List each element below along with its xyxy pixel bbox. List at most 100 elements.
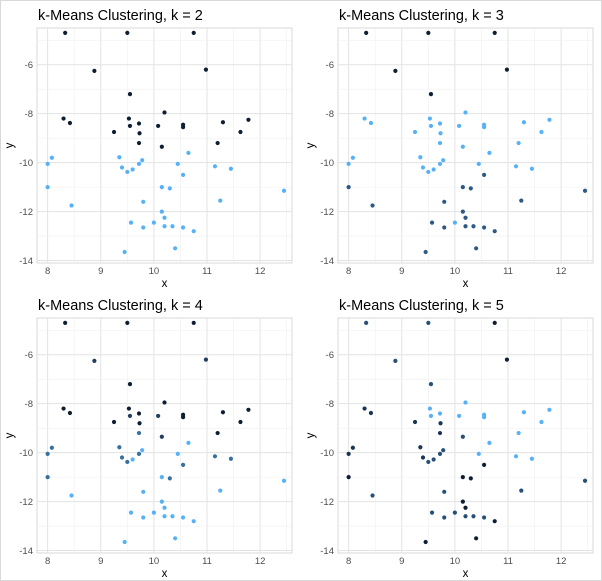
data-point-cluster-3 — [437, 161, 443, 166]
data-point-cluster-1 — [474, 536, 479, 541]
data-point-cluster-2 — [203, 357, 209, 362]
data-point-cluster-1 — [492, 30, 497, 35]
data-point-cluster-2 — [463, 224, 468, 229]
data-point-cluster-3 — [119, 455, 125, 460]
data-point-cluster-4 — [186, 440, 191, 445]
data-point-cluster-3 — [529, 166, 535, 171]
data-point-cluster-3 — [452, 510, 457, 515]
data-point-cluster-2 — [582, 188, 588, 193]
y-tick-label: -8 — [326, 399, 334, 410]
chart-title: k-Means Clustering, k = 2 — [38, 8, 203, 24]
data-point-cluster-1 — [63, 30, 68, 35]
data-point-cluster-3 — [393, 358, 398, 363]
data-point-cluster-2 — [45, 161, 50, 166]
data-point-cluster-3 — [426, 320, 431, 325]
data-point-cluster-1 — [246, 117, 251, 122]
data-point-cluster-3 — [441, 158, 446, 163]
data-point-cluster-2 — [418, 445, 423, 450]
panel-k4: k-Means Clustering, k = 4 8 9 10 11 12 -14 -12 -… — [1, 291, 302, 581]
data-point-cluster-4 — [175, 451, 180, 456]
x-tick-label: 8 — [45, 266, 50, 277]
data-point-cluster-3 — [487, 150, 492, 155]
data-point-cluster-2 — [92, 358, 97, 363]
data-point-cluster-3 — [521, 120, 527, 125]
x-axis-label: x — [162, 278, 168, 290]
data-point-cluster-2 — [460, 185, 465, 190]
data-point-cluster-4 — [128, 510, 134, 515]
data-point-cluster-2 — [438, 421, 443, 426]
data-point-cluster-3 — [428, 381, 434, 387]
data-point-cluster-1 — [61, 406, 66, 411]
data-point-cluster-3 — [582, 478, 588, 483]
chart-title: k-Means Clustering, k = 3 — [339, 8, 504, 24]
x-tick-label: 12 — [556, 266, 567, 277]
data-point-cluster-3 — [437, 451, 443, 456]
data-point-cluster-4 — [159, 475, 164, 480]
chart-title: k-Means Clustering, k = 5 — [339, 298, 504, 314]
data-point-cluster-2 — [49, 155, 54, 160]
chart-title: k-Means Clustering, k = 4 — [38, 298, 203, 314]
data-point-cluster-1 — [481, 462, 487, 467]
plot-area — [337, 317, 594, 554]
data-point-cluster-3 — [426, 169, 431, 175]
data-point-cluster-3 — [547, 117, 552, 122]
data-point-cluster-5 — [521, 410, 527, 415]
data-point-cluster-2 — [128, 220, 134, 225]
x-tick-label: 8 — [346, 556, 351, 567]
x-axis-label: x — [463, 568, 469, 580]
data-point-cluster-3 — [212, 454, 218, 459]
data-point-cluster-5 — [428, 413, 434, 419]
data-point-cluster-4 — [170, 514, 175, 519]
data-point-cluster-1 — [504, 67, 510, 72]
data-point-cluster-1 — [127, 91, 133, 97]
data-point-cluster-3 — [368, 120, 374, 126]
data-point-cluster-3 — [463, 110, 468, 115]
data-point-cluster-1 — [220, 120, 226, 125]
plot-area — [36, 317, 293, 554]
data-point-cluster-3 — [412, 129, 418, 135]
data-point-cluster-2 — [463, 215, 468, 220]
data-point-cluster-2 — [212, 164, 218, 169]
data-point-cluster-2 — [442, 199, 447, 204]
data-point-cluster-2 — [191, 229, 196, 234]
data-point-cluster-3 — [350, 155, 355, 160]
data-point-cluster-1 — [203, 67, 209, 72]
data-point-cluster-2 — [423, 249, 428, 255]
data-point-cluster-1 — [126, 406, 132, 411]
data-point-cluster-3 — [442, 515, 447, 520]
x-tick-label: 8 — [346, 266, 351, 277]
data-point-cluster-2 — [117, 155, 122, 160]
data-point-cluster-3 — [437, 140, 443, 146]
data-point-cluster-3 — [519, 488, 524, 493]
data-point-cluster-1 — [220, 410, 226, 415]
y-tick-label: -6 — [326, 350, 334, 361]
data-point-cluster-4 — [122, 539, 127, 545]
y-tick-label: -6 — [25, 60, 33, 71]
x-tick-label: 12 — [255, 556, 266, 567]
data-point-cluster-2 — [173, 246, 178, 251]
data-point-cluster-3 — [481, 515, 487, 520]
data-point-cluster-2 — [130, 167, 135, 172]
data-point-cluster-2 — [170, 224, 175, 229]
x-tick-label: 10 — [149, 266, 160, 277]
x-tick-label: 9 — [98, 266, 103, 277]
data-point-cluster-3 — [136, 430, 142, 436]
x-tick-label: 9 — [98, 556, 103, 567]
y-tick-label: -12 — [320, 207, 334, 218]
data-point-cluster-2 — [442, 225, 447, 230]
data-point-cluster-3 — [476, 161, 481, 166]
data-point-cluster-2 — [228, 166, 234, 171]
data-point-cluster-3 — [45, 451, 50, 456]
data-point-cluster-2 — [429, 220, 435, 225]
data-point-cluster-1 — [215, 140, 220, 146]
data-point-cluster-4 — [141, 515, 146, 520]
data-point-cluster-2 — [140, 158, 145, 163]
y-tick-label: -6 — [326, 60, 334, 71]
data-point-cluster-2 — [460, 209, 465, 214]
data-point-cluster-1 — [492, 320, 497, 325]
data-point-cluster-5 — [457, 413, 462, 419]
data-point-cluster-1 — [61, 116, 66, 121]
plot-area — [36, 27, 293, 264]
data-point-cluster-3 — [370, 493, 375, 498]
data-point-cluster-2 — [350, 445, 355, 450]
